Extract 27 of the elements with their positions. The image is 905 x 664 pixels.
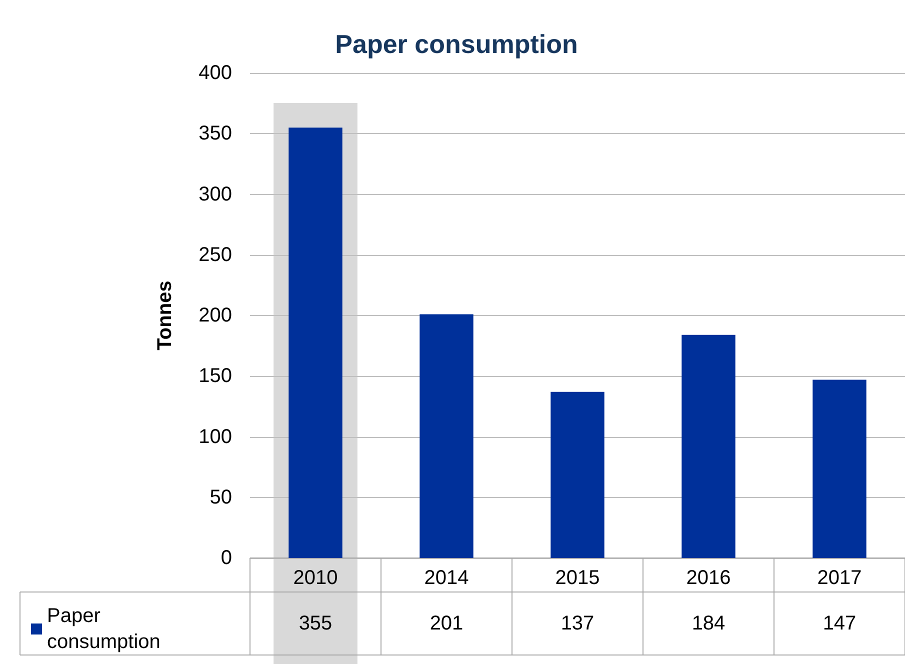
chart-title: Paper consumption: [335, 29, 578, 59]
y-tick-label: 0: [220, 547, 232, 569]
bar: [288, 128, 342, 558]
x-tick-label: 2014: [424, 567, 469, 589]
data-label: 201: [430, 612, 464, 634]
bar: [420, 314, 474, 558]
y-tick-label: 200: [198, 304, 232, 326]
y-tick-label: 350: [198, 122, 232, 145]
x-tick-label: 2010: [293, 567, 338, 589]
bar: [550, 392, 604, 558]
bar: [682, 334, 736, 558]
y-axis-title: Tonnes: [154, 280, 176, 350]
legend-label: Paper consumption: [47, 605, 160, 653]
x-tick-label: 2017: [817, 567, 862, 589]
bar: [812, 380, 866, 558]
y-tick-label: 400: [198, 62, 232, 84]
data-label: 137: [560, 612, 594, 634]
data-label: 147: [822, 612, 856, 634]
x-tick-label: 2015: [555, 567, 600, 589]
y-tick-label: 250: [198, 244, 232, 266]
y-tick-label: 300: [198, 183, 232, 206]
y-tick-label: 100: [198, 426, 232, 448]
x-tick-label: 2016: [686, 567, 731, 589]
data-label: 355: [298, 612, 332, 634]
y-tick-label: 150: [198, 365, 232, 388]
data-label: 184: [692, 612, 726, 634]
y-tick-label: 50: [210, 486, 232, 508]
